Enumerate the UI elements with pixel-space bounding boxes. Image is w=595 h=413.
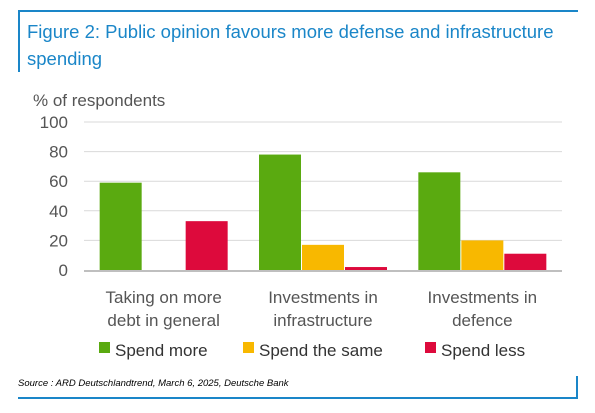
gridlines: [84, 121, 562, 272]
bar-2-spend-more: [259, 154, 301, 270]
y-tick-labels: 0 20 40 60 80 100: [40, 113, 68, 280]
legend-label-spend-the-same: Spend the same: [259, 341, 383, 360]
category-labels: Taking on more debt in general Investments…: [106, 288, 538, 330]
bars: [99, 154, 547, 270]
legend: Spend more Spend the same Spend less: [99, 341, 525, 360]
legend-swatch-spend-less: [425, 342, 436, 353]
legend-swatch-spend-more: [99, 342, 110, 353]
category-label-1-line-2: debt in general: [107, 311, 219, 330]
category-label-2-line-2: infrastructure: [273, 311, 372, 330]
source-note: Source : ARD Deutschlandtrend, March 6, …: [18, 378, 289, 389]
bar-3-spend-more: [418, 172, 461, 270]
y-tick-label-40: 40: [49, 202, 68, 221]
y-tick-label-20: 20: [49, 231, 68, 250]
bar-2-spend-less: [345, 267, 387, 270]
y-tick-label-0: 0: [59, 261, 68, 280]
header-left-rule: [18, 10, 20, 72]
header-top-rule: [18, 10, 578, 12]
category-label-3-line-2: defence: [452, 311, 513, 330]
category-label-3-line-1: Investments in: [428, 288, 538, 307]
footer-bottom-rule: [18, 397, 578, 399]
bar-1-spend-less: [185, 221, 228, 270]
legend-label-spend-less: Spend less: [441, 341, 525, 360]
legend-label-spend-more: Spend more: [115, 341, 208, 360]
footer-right-rule: [576, 376, 578, 399]
y-tick-label-80: 80: [49, 143, 68, 162]
bar-2-spend-the-same: [302, 244, 344, 270]
y-tick-label-100: 100: [40, 113, 68, 132]
category-label-2-line-1: Investments in: [268, 288, 378, 307]
legend-swatch-spend-the-same: [243, 342, 254, 353]
bar-3-spend-less: [504, 253, 547, 270]
category-label-1-line-1: Taking on more: [106, 288, 222, 307]
bar-3-spend-the-same: [461, 240, 504, 270]
figure-title: Figure 2: Public opinion favours more de…: [27, 21, 554, 69]
y-axis-label: % of respondents: [33, 91, 165, 110]
bar-1-spend-more: [99, 182, 142, 270]
y-tick-label-60: 60: [49, 172, 68, 191]
